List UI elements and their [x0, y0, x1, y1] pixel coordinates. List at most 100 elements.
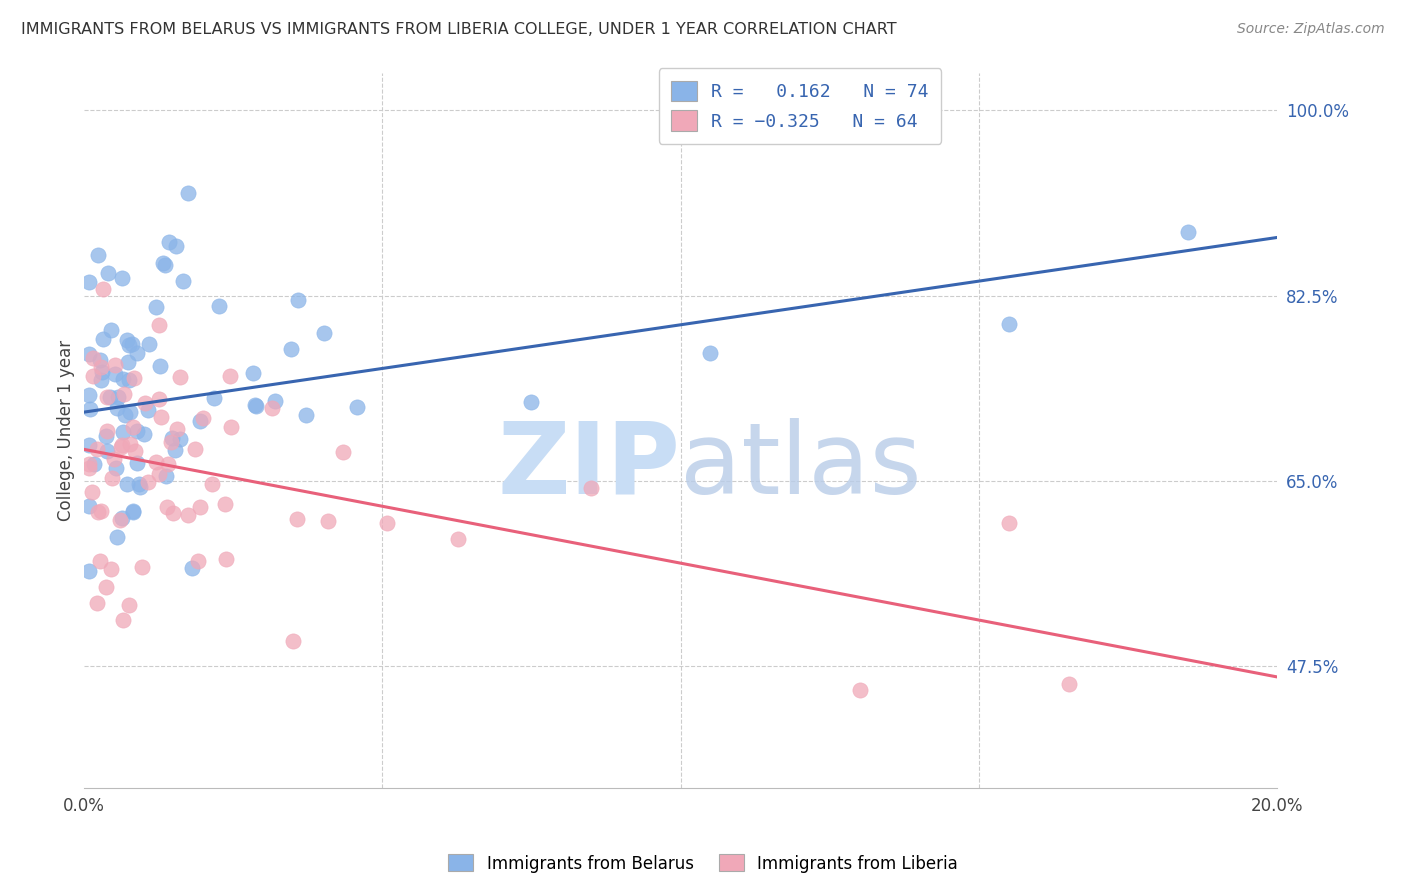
Point: [201, 477, 224, 491]
Point: [118, 405, 141, 419]
Point: [90, 504, 112, 518]
Point: [86, 596, 108, 610]
Point: [82, 351, 104, 365]
Point: [188, 500, 211, 514]
Point: [153, 259, 176, 273]
Point: [134, 427, 156, 442]
Point: [89, 554, 111, 568]
Point: [79, 437, 101, 451]
Point: [111, 438, 134, 452]
Point: [155, 500, 177, 514]
Point: [108, 513, 131, 527]
Point: [87, 504, 110, 518]
Point: [136, 402, 159, 417]
Point: [157, 235, 180, 250]
Point: [87, 248, 110, 262]
Point: [89, 353, 111, 368]
Point: [287, 293, 309, 308]
Point: [118, 598, 141, 612]
Point: [155, 469, 177, 483]
Point: [208, 299, 231, 313]
Point: [152, 256, 174, 270]
Point: [79, 460, 101, 475]
Point: [138, 336, 160, 351]
Y-axis label: College, Under 1 year: College, Under 1 year: [58, 340, 75, 521]
Point: [86, 442, 108, 456]
Point: [149, 409, 172, 424]
Point: [82, 369, 104, 384]
Point: [98, 390, 121, 404]
Point: [520, 395, 543, 409]
Point: [160, 435, 183, 450]
Point: [105, 530, 128, 544]
Point: [100, 323, 122, 337]
Point: [118, 338, 141, 352]
Point: [79, 388, 101, 402]
Point: [193, 410, 215, 425]
Point: [105, 401, 128, 416]
Point: [172, 274, 194, 288]
Point: [79, 499, 101, 513]
Point: [125, 346, 148, 360]
Point: [245, 398, 267, 412]
Point: [1177, 225, 1199, 239]
Point: [162, 507, 184, 521]
Point: [96, 424, 118, 438]
Point: [148, 392, 170, 407]
Point: [1057, 677, 1080, 691]
Point: [332, 444, 354, 458]
Point: [104, 367, 127, 381]
Point: [579, 481, 602, 495]
Point: [91, 332, 114, 346]
Point: [280, 342, 302, 356]
Point: [103, 452, 125, 467]
Point: [79, 275, 101, 289]
Point: [219, 419, 242, 434]
Point: [187, 554, 209, 568]
Point: [121, 337, 143, 351]
Point: [145, 300, 167, 314]
Point: [242, 366, 264, 380]
Text: IMMIGRANTS FROM BELARUS VS IMMIGRANTS FROM LIBERIA COLLEGE, UNDER 1 YEAR CORRELA: IMMIGRANTS FROM BELARUS VS IMMIGRANTS FR…: [21, 22, 897, 37]
Point: [134, 396, 156, 410]
Point: [125, 425, 148, 439]
Point: [83, 457, 105, 471]
Point: [131, 560, 153, 574]
Point: [79, 402, 101, 417]
Point: [125, 456, 148, 470]
Point: [287, 512, 309, 526]
Text: ZIP: ZIP: [498, 418, 681, 515]
Point: [699, 346, 721, 360]
Point: [114, 408, 136, 422]
Point: [129, 480, 152, 494]
Point: [128, 477, 150, 491]
Point: [219, 368, 242, 383]
Point: [111, 510, 134, 524]
Point: [214, 497, 236, 511]
Point: [122, 371, 145, 385]
Point: [215, 552, 238, 566]
Point: [112, 613, 135, 627]
Point: [176, 508, 198, 522]
Point: [100, 562, 122, 576]
Point: [115, 476, 138, 491]
Point: [79, 565, 101, 579]
Text: Source: ZipAtlas.com: Source: ZipAtlas.com: [1237, 22, 1385, 37]
Point: [122, 504, 145, 518]
Point: [94, 429, 117, 443]
Point: [105, 461, 128, 475]
Point: [375, 516, 398, 530]
Point: [80, 485, 103, 500]
Point: [157, 457, 180, 471]
Point: [145, 454, 167, 468]
Point: [148, 318, 170, 333]
Point: [148, 467, 170, 481]
Point: [848, 683, 870, 698]
Point: [97, 266, 120, 280]
Point: [91, 282, 114, 296]
Point: [111, 425, 134, 440]
Point: [181, 561, 204, 575]
Point: [169, 369, 191, 384]
Point: [283, 634, 305, 648]
Point: [122, 505, 145, 519]
